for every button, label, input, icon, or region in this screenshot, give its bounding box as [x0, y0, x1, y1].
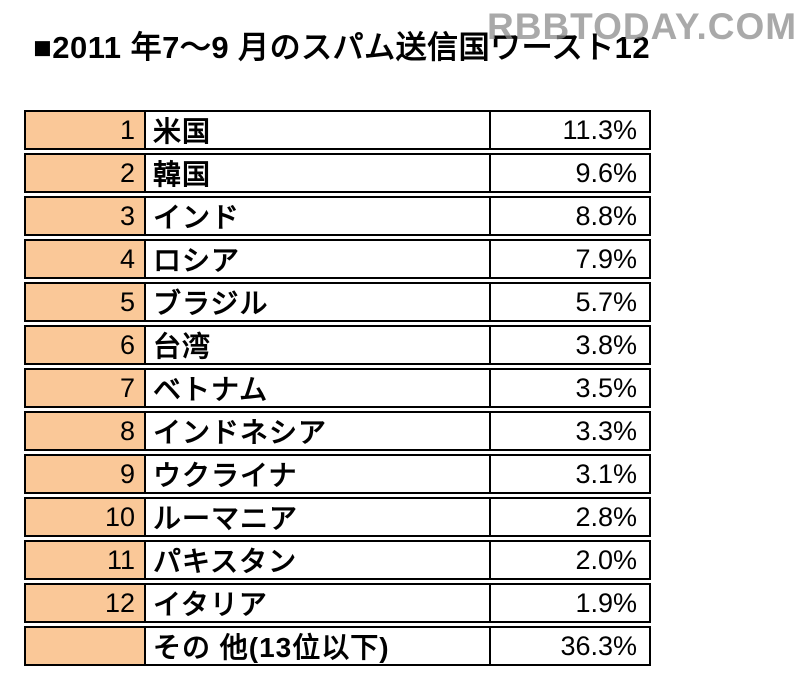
rank-cell: 6 [24, 325, 146, 365]
rank-cell: 7 [24, 368, 146, 408]
country-cell: ブラジル [146, 282, 491, 322]
rank-cell: 4 [24, 239, 146, 279]
share-cell: 7.9% [491, 239, 651, 279]
share-cell: 2.0% [491, 540, 651, 580]
rank-cell: 9 [24, 454, 146, 494]
watermark-text: RBBTODAY.COM [487, 6, 798, 47]
table-row: 3 インド 8.8% [24, 196, 651, 236]
country-cell: インドネシア [146, 411, 491, 451]
table-row: その 他(13位以下) 36.3% [24, 626, 651, 666]
rank-cell: 3 [24, 196, 146, 236]
share-cell: 3.5% [491, 368, 651, 408]
table-row: 7 ベトナム 3.5% [24, 368, 651, 408]
rank-cell: 8 [24, 411, 146, 451]
rank-cell: 11 [24, 540, 146, 580]
table-row: 10 ルーマニア 2.8% [24, 497, 651, 537]
table-row: 8 インドネシア 3.3% [24, 411, 651, 451]
page-title: ■2011 年7～9 月のスパム送信国ワースト12 [33, 30, 651, 65]
country-cell: パキスタン [146, 540, 491, 580]
country-cell: 台湾 [146, 325, 491, 365]
table-row: 5 ブラジル 5.7% [24, 282, 651, 322]
table-row: 1 米国 11.3% [24, 110, 651, 150]
country-cell: ロシア [146, 239, 491, 279]
rank-cell: 2 [24, 153, 146, 193]
table-row: 11 パキスタン 2.0% [24, 540, 651, 580]
rank-cell: 1 [24, 110, 146, 150]
country-cell: 米国 [146, 110, 491, 150]
rank-cell: 12 [24, 583, 146, 623]
country-cell: ベトナム [146, 368, 491, 408]
share-cell: 5.7% [491, 282, 651, 322]
share-cell: 11.3% [491, 110, 651, 150]
share-cell: 3.8% [491, 325, 651, 365]
country-cell: インド [146, 196, 491, 236]
rank-cell: 5 [24, 282, 146, 322]
spam-sender-ranking-table: 1 米国 11.3% 2 韓国 9.6% 3 インド 8.8% 4 ロシア 7.… [24, 110, 651, 666]
table-row: 4 ロシア 7.9% [24, 239, 651, 279]
share-cell: 3.3% [491, 411, 651, 451]
table-row: 6 台湾 3.8% [24, 325, 651, 365]
country-cell: 韓国 [146, 153, 491, 193]
share-cell: 3.1% [491, 454, 651, 494]
share-cell: 36.3% [491, 626, 651, 666]
share-cell: 8.8% [491, 196, 651, 236]
table-row: 9 ウクライナ 3.1% [24, 454, 651, 494]
country-cell: イタリア [146, 583, 491, 623]
country-cell: その 他(13位以下) [146, 626, 491, 666]
rank-cell [24, 626, 146, 666]
table-row: 12 イタリア 1.9% [24, 583, 651, 623]
share-cell: 2.8% [491, 497, 651, 537]
table-row: 2 韓国 9.6% [24, 153, 651, 193]
share-cell: 1.9% [491, 583, 651, 623]
country-cell: ルーマニア [146, 497, 491, 537]
rank-cell: 10 [24, 497, 146, 537]
share-cell: 9.6% [491, 153, 651, 193]
country-cell: ウクライナ [146, 454, 491, 494]
